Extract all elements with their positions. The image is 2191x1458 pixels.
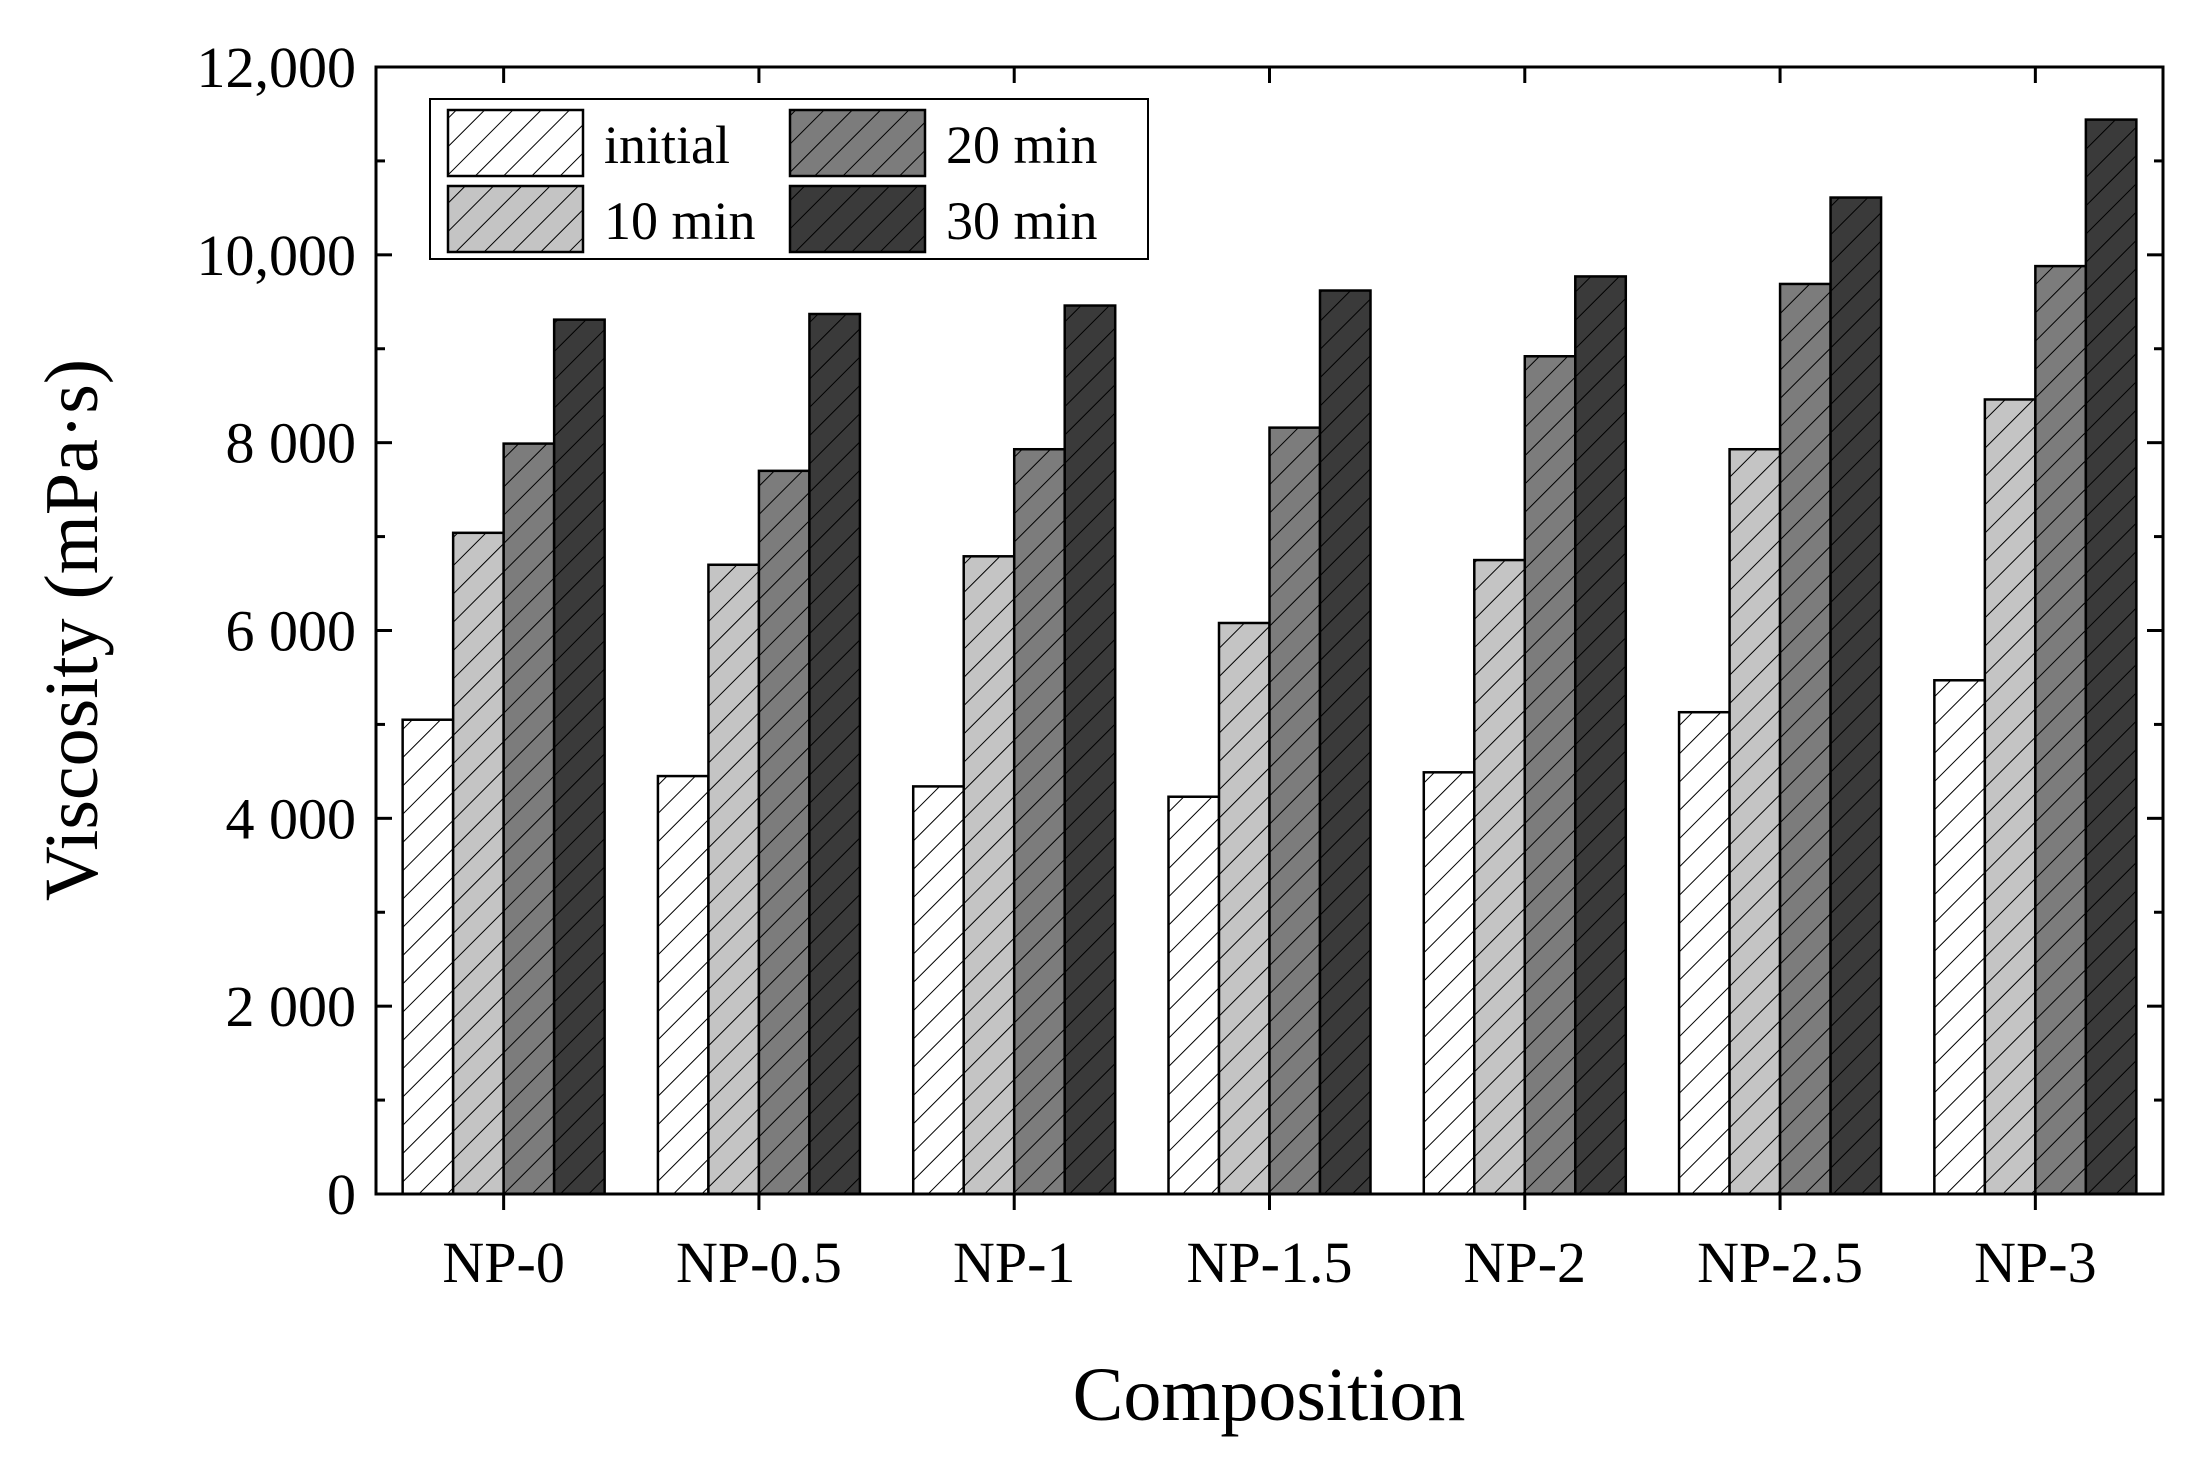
bar-20-min-NP-2.5 xyxy=(1778,282,1832,1196)
legend: initial 10 min 20 min 30 min xyxy=(429,98,1149,260)
y-axis-title: Viscosity (mPa·s) xyxy=(30,359,114,901)
bar-30-min-NP-2.5 xyxy=(1829,196,1883,1196)
x-tick-label: NP-2 xyxy=(1464,1230,1586,1295)
legend-swatch-initial xyxy=(446,108,585,178)
legend-swatch-10-min xyxy=(446,184,585,254)
bar-10-min-NP-0.5 xyxy=(707,563,761,1196)
bar-initial-NP-1 xyxy=(911,785,965,1196)
legend-swatch-30-min xyxy=(788,184,927,254)
bar-10-min-NP-2 xyxy=(1473,558,1527,1196)
bar-20-min-NP-0 xyxy=(502,442,556,1196)
bar-10-min-NP-1.5 xyxy=(1217,621,1271,1196)
bar-10-min-NP-3 xyxy=(1983,398,2037,1196)
y-axis: 0 2 000 4 000 6 000 8 000 10,000 12,000 xyxy=(197,35,2163,1227)
y-tick-label: 0 xyxy=(327,1162,356,1227)
legend-swatch-20-min xyxy=(788,108,927,178)
y-tick-label: 12,000 xyxy=(197,35,357,100)
bar-30-min-NP-1.5 xyxy=(1318,289,1372,1196)
bar-10-min-NP-0 xyxy=(451,531,505,1196)
x-tick-label: NP-1 xyxy=(953,1230,1075,1295)
bar-10-min-NP-1 xyxy=(962,555,1016,1196)
x-axis-title: Composition xyxy=(1073,1353,1466,1437)
bar-30-min-NP-0.5 xyxy=(808,312,862,1196)
bar-30-min-NP-0 xyxy=(552,318,606,1196)
bar-initial-NP-0 xyxy=(401,718,455,1196)
x-tick-label: NP-1.5 xyxy=(1187,1230,1353,1295)
y-tick-label: 6 000 xyxy=(226,599,357,664)
y-tick-label: 4 000 xyxy=(226,786,357,851)
bar-30-min-NP-3 xyxy=(2084,118,2138,1196)
legend-label-10-min: 10 min xyxy=(604,191,756,251)
bar-initial-NP-1.5 xyxy=(1167,795,1221,1196)
y-tick-label: 2 000 xyxy=(226,974,357,1039)
bar-initial-NP-2 xyxy=(1422,771,1476,1196)
legend-label-20-min: 20 min xyxy=(946,115,1098,175)
x-tick-label: NP-0 xyxy=(442,1230,564,1295)
bars xyxy=(401,118,2138,1196)
y-tick-label: 8 000 xyxy=(226,411,357,476)
bar-20-min-NP-0.5 xyxy=(757,469,811,1196)
bar-30-min-NP-1 xyxy=(1063,304,1117,1196)
bar-20-min-NP-3 xyxy=(2034,264,2088,1196)
x-tick-label: NP-0.5 xyxy=(676,1230,842,1295)
bar-initial-NP-2.5 xyxy=(1677,710,1731,1196)
bar-20-min-NP-1.5 xyxy=(1268,426,1322,1196)
bar-20-min-NP-1 xyxy=(1012,447,1066,1196)
x-tick-label: NP-2.5 xyxy=(1697,1230,1863,1295)
y-tick-label: 10,000 xyxy=(197,223,357,288)
bar-30-min-NP-2 xyxy=(1574,275,1628,1196)
bar-initial-NP-0.5 xyxy=(656,774,710,1196)
bar-10-min-NP-2.5 xyxy=(1728,447,1782,1196)
bar-initial-NP-3 xyxy=(1933,679,1987,1196)
bar-20-min-NP-2 xyxy=(1523,355,1577,1196)
x-tick-label: NP-3 xyxy=(1974,1230,2096,1295)
x-axis: NP-0 NP-0.5 NP-1 NP-1.5 NP-2 NP-2.5 NP-3 xyxy=(442,67,2097,1295)
legend-label-30-min: 30 min xyxy=(946,191,1098,251)
legend-label-initial: initial xyxy=(604,115,730,175)
